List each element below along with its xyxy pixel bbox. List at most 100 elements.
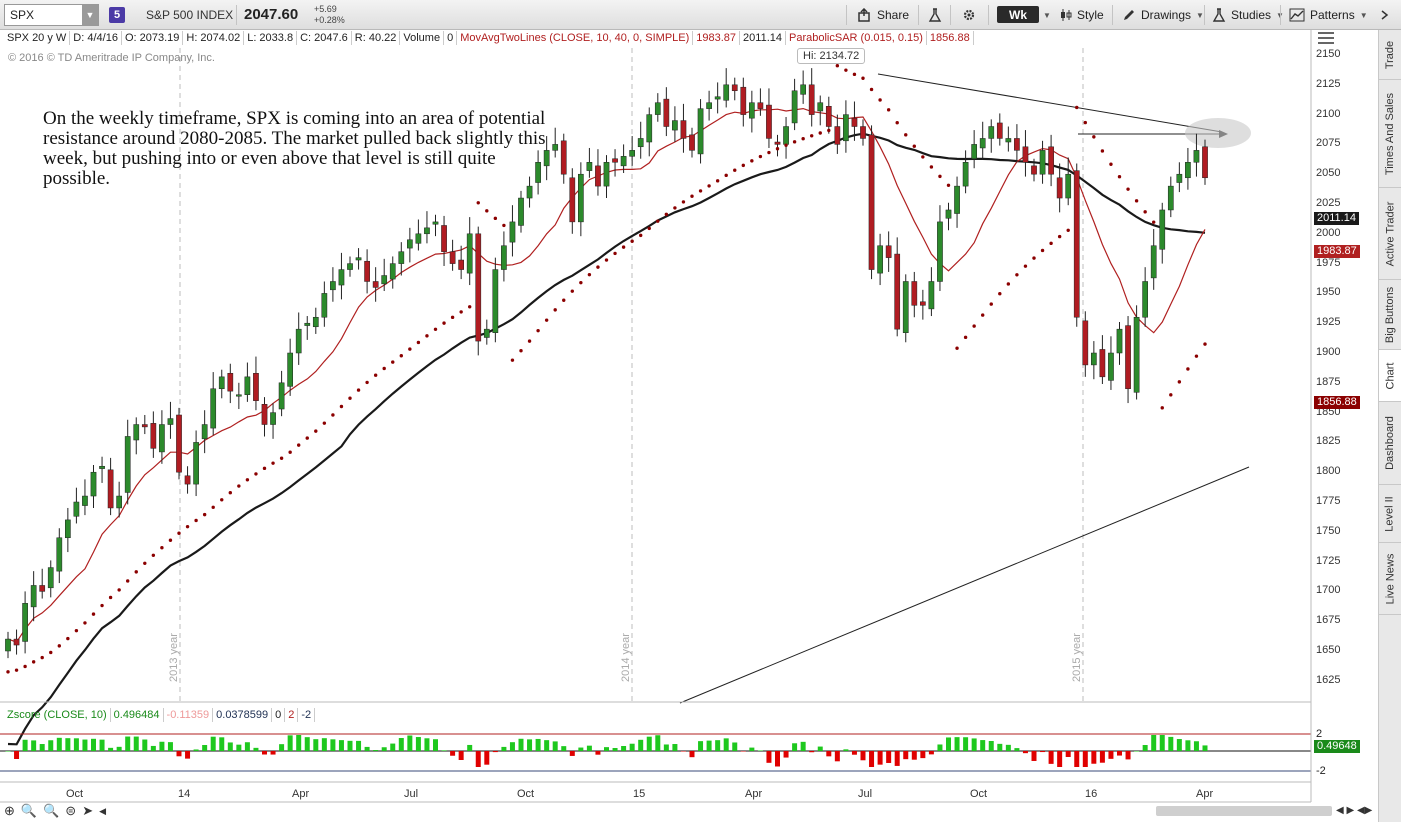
collapse-panel-button[interactable] bbox=[1380, 4, 1390, 26]
candle-body bbox=[663, 98, 670, 127]
side-tab-live-news[interactable]: Live News bbox=[1379, 543, 1401, 615]
patterns-button[interactable]: Patterns ▼ bbox=[1289, 4, 1368, 26]
ma-study-label[interactable]: MovAvgTwoLines (CLOSE, 10, 40, 0, SIMPLE… bbox=[457, 31, 694, 45]
zscore-bar bbox=[1031, 751, 1037, 761]
side-tab-trade[interactable]: Trade bbox=[1379, 30, 1401, 80]
link-group-badge[interactable]: 5 bbox=[109, 7, 125, 23]
symbol-dropdown-icon[interactable]: ▼ bbox=[82, 5, 98, 25]
sar-dot bbox=[963, 335, 968, 340]
candle-body bbox=[706, 102, 712, 109]
volume-label[interactable]: Volume bbox=[400, 31, 445, 45]
scroll-left-icon[interactable]: ◀ bbox=[99, 805, 107, 816]
zscore-bar bbox=[997, 743, 1003, 751]
candle-body bbox=[210, 388, 217, 429]
sar-dot bbox=[1134, 199, 1139, 203]
x-tick-label: 16 bbox=[1085, 788, 1098, 800]
candle-body bbox=[543, 150, 550, 167]
chart-canvas[interactable]: 2013 year 2014 year 2015 year bbox=[0, 30, 1378, 822]
y-tick-label: 1675 bbox=[1316, 614, 1341, 627]
sar-dot bbox=[57, 644, 61, 648]
symbol-input[interactable]: SPX ▼ bbox=[4, 4, 99, 26]
candle-body bbox=[1065, 173, 1072, 199]
zoom-reset-icon[interactable]: ⊜ bbox=[65, 803, 77, 818]
sar-dot bbox=[1143, 210, 1147, 214]
sar-dot bbox=[1177, 380, 1182, 384]
sar-dot bbox=[502, 223, 506, 228]
candle-body bbox=[167, 418, 174, 425]
crosshair-icon[interactable]: ⊕ bbox=[4, 803, 15, 818]
sar-dot bbox=[733, 168, 737, 172]
candle-body bbox=[407, 239, 413, 249]
price-change: +5.69 +0.28% bbox=[314, 4, 345, 26]
candle-body bbox=[295, 328, 302, 354]
candle-body bbox=[304, 322, 311, 326]
sar-dot bbox=[596, 265, 600, 269]
zscore-bar bbox=[672, 744, 678, 751]
scroll-arrows[interactable]: ◀ ▶ ◀▶ bbox=[1336, 805, 1373, 816]
candle-body bbox=[73, 501, 80, 517]
zscore-bar bbox=[48, 740, 54, 751]
sar-dot bbox=[1040, 248, 1045, 253]
chart-annotation-text[interactable]: On the weekly timeframe, SPX is coming i… bbox=[43, 108, 546, 189]
trendline-drawings[interactable] bbox=[679, 73, 1251, 704]
zscore-bar bbox=[99, 739, 105, 751]
timeframe-button[interactable]: Wk bbox=[997, 6, 1039, 23]
collapse-icon[interactable] bbox=[1318, 32, 1334, 44]
zscore-bar bbox=[715, 740, 721, 751]
zscore-bar bbox=[954, 737, 960, 751]
sar-study-label[interactable]: ParabolicSAR (0.015, 0.15) bbox=[786, 31, 927, 45]
period-info[interactable]: SPX 20 y W bbox=[4, 31, 71, 45]
right-side-panel: Trade Times And Sales Active Trader Big But… bbox=[1378, 30, 1401, 822]
side-tab-chart[interactable]: Chart bbox=[1379, 350, 1401, 402]
candle-body bbox=[945, 209, 952, 219]
side-tab-level-ii[interactable]: Level II bbox=[1379, 485, 1401, 543]
side-tab-big-buttons[interactable]: Big Buttons bbox=[1379, 280, 1401, 350]
studies-button[interactable]: Studies ▼ bbox=[1212, 4, 1284, 26]
candle-body bbox=[270, 412, 276, 425]
chevron-down-icon[interactable]: ▼ bbox=[1043, 11, 1051, 20]
candle-body bbox=[432, 221, 439, 225]
sar-dot bbox=[493, 216, 498, 221]
zoom-in-icon[interactable]: 🔍 bbox=[20, 803, 38, 818]
zscore-bar bbox=[689, 751, 695, 758]
sar-dot bbox=[946, 183, 951, 187]
zscore-bar bbox=[253, 747, 259, 751]
style-button[interactable]: Style bbox=[1060, 4, 1104, 26]
zscore-bar bbox=[1065, 751, 1071, 757]
y-tick-label: 1875 bbox=[1316, 375, 1341, 388]
flask-button[interactable] bbox=[928, 4, 942, 26]
zscore-bar bbox=[621, 745, 627, 751]
sar-dot bbox=[1126, 187, 1130, 191]
zscore-bar bbox=[193, 749, 199, 751]
zscore-bar bbox=[792, 743, 798, 751]
zscore-price-tag: 0.49648 bbox=[1314, 740, 1360, 753]
candle-body bbox=[441, 225, 447, 252]
zscore-bar bbox=[22, 739, 28, 751]
share-button[interactable]: Share bbox=[858, 4, 909, 26]
candle-body bbox=[278, 382, 285, 410]
zscore-bar bbox=[698, 741, 704, 751]
candle-body bbox=[150, 423, 157, 449]
side-tab-dashboard[interactable]: Dashboard bbox=[1379, 402, 1401, 485]
settings-button[interactable] bbox=[962, 4, 976, 26]
sar-dot bbox=[1049, 241, 1053, 246]
cursor-icon[interactable]: ➤ bbox=[82, 803, 94, 818]
zscore-bar bbox=[202, 745, 208, 751]
candle-body bbox=[466, 233, 473, 274]
side-tab-active-trader[interactable]: Active Trader bbox=[1379, 188, 1401, 280]
candle-body bbox=[971, 144, 977, 159]
style-label: Style bbox=[1077, 8, 1104, 22]
zscore-bar bbox=[1022, 751, 1028, 754]
side-tab-times-and-sales[interactable]: Times And Sales bbox=[1379, 80, 1401, 188]
y-tick-label: 2150 bbox=[1316, 48, 1341, 60]
horizontal-scrollbar[interactable] bbox=[1156, 806, 1332, 816]
zscore-study-label[interactable]: Zscore (CLOSE, 10) bbox=[4, 708, 111, 722]
sar-dot bbox=[587, 272, 592, 277]
drawings-button[interactable]: Drawings ▼ bbox=[1122, 4, 1204, 26]
sar-dot bbox=[861, 76, 865, 80]
divider bbox=[236, 5, 237, 25]
sar-dot bbox=[254, 472, 258, 476]
sar-dot bbox=[664, 212, 669, 217]
candle-body bbox=[65, 519, 71, 539]
zoom-out-icon[interactable]: 🔍 bbox=[43, 803, 60, 818]
